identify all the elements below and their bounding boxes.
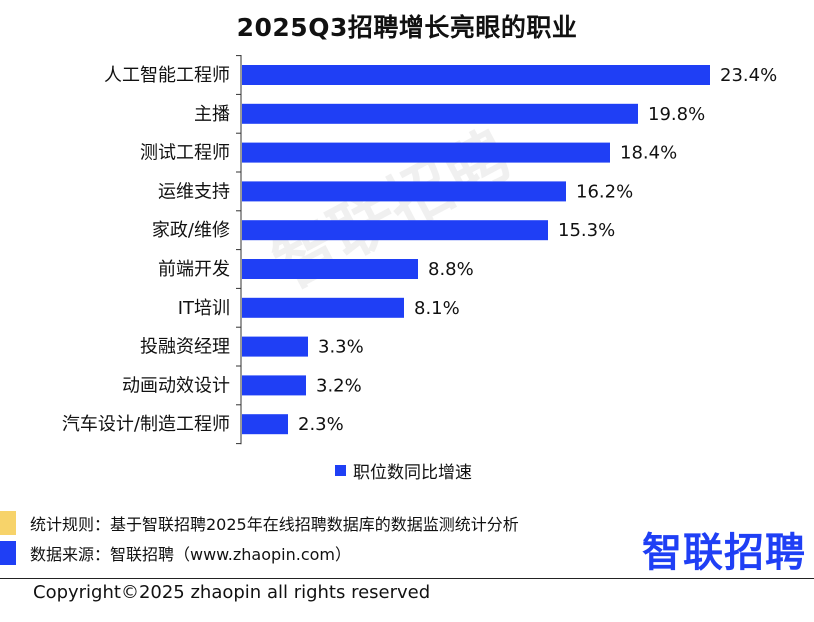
value-label: 19.8%: [648, 104, 705, 125]
category-label: 家政/维修: [152, 220, 230, 241]
bar: [242, 336, 308, 357]
notes: 统计规则：基于智联招聘2025年在线招聘数据库的数据监测统计分析 数据来源：智联…: [0, 508, 519, 568]
bar: [242, 65, 710, 85]
category-label: 主播: [194, 104, 230, 125]
note-source: 数据来源：智联招聘（www.zhaopin.com）: [0, 538, 519, 568]
bar: [242, 297, 404, 318]
value-label: 16.2%: [576, 181, 633, 202]
value-label: 8.1%: [414, 298, 460, 319]
legend: 职位数同比增速: [335, 458, 472, 483]
category-label: 人工智能工程师: [104, 65, 230, 86]
value-label: 2.3%: [298, 414, 344, 435]
note-marker-blue: [0, 541, 16, 565]
note-rule-text: 统计规则：基于智联招聘2025年在线招聘数据库的数据监测统计分析: [30, 515, 519, 534]
category-label: 汽车设计/制造工程师: [62, 414, 230, 435]
note-source-text: 数据来源：智联招聘（www.zhaopin.com）: [30, 545, 352, 564]
bar: [242, 103, 638, 124]
value-label: 3.2%: [316, 375, 362, 396]
value-label: 23.4%: [720, 65, 777, 86]
bar: [242, 220, 548, 241]
category-label: 动画动效设计: [122, 375, 230, 396]
bar: [242, 259, 418, 279]
category-label: 运维支持: [158, 181, 230, 202]
chart-title: 2025Q3招聘增长亮眼的职业: [236, 13, 578, 42]
category-label: IT培训: [178, 298, 230, 319]
bar-chart: 人工智能工程师 23.4% 主播 19.8% 测试工程师 18.4% 运维支持 16.2% 家政…: [62, 55, 777, 445]
value-label: 15.3%: [558, 220, 615, 241]
legend-label: 职位数同比增速: [353, 463, 472, 483]
copyright: Copyright©2025 zhaopin all rights reserv…: [33, 582, 431, 603]
footer-divider: [0, 578, 814, 579]
bar: [242, 181, 566, 202]
category-label: 投融资经理: [140, 337, 230, 358]
value-label: 8.8%: [428, 259, 474, 280]
value-label: 3.3%: [318, 337, 364, 358]
note-marker-yellow: [0, 511, 16, 535]
category-label: 前端开发: [158, 259, 230, 280]
bar: [242, 414, 288, 435]
bar: [242, 142, 610, 163]
brand-logo: 智联招聘: [642, 530, 806, 576]
legend-swatch: [335, 465, 346, 476]
value-label: 18.4%: [620, 143, 677, 164]
bar: [242, 375, 306, 396]
note-rule: 统计规则：基于智联招聘2025年在线招聘数据库的数据监测统计分析: [0, 508, 519, 538]
category-label: 测试工程师: [140, 143, 230, 164]
